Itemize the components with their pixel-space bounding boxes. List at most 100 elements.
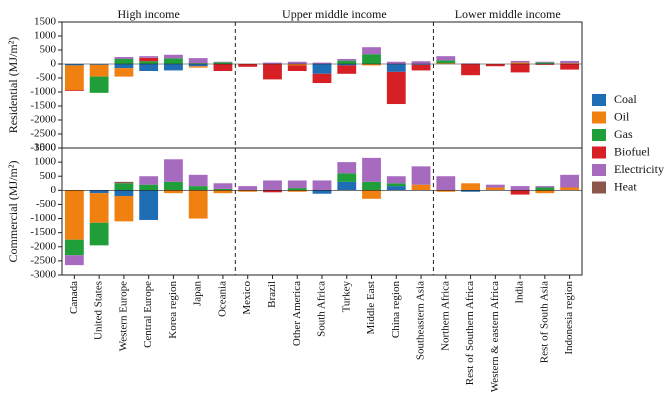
bar-segment <box>139 190 159 220</box>
bar-segment <box>238 190 258 192</box>
y-tick-label: -1000 <box>30 86 56 98</box>
bar-segment <box>164 54 183 59</box>
bar-segment <box>287 65 307 71</box>
x-tick-label: Japan <box>192 281 204 307</box>
bar-segment <box>461 64 480 76</box>
bar-segment <box>510 60 530 63</box>
bar-segment <box>213 62 233 64</box>
x-tick-label: Other America <box>291 281 303 346</box>
x-tick-label: Northern Africa <box>439 281 451 351</box>
x-tick-label: Western Europe <box>117 281 129 351</box>
bar-segment <box>386 183 406 187</box>
legend-swatch <box>592 164 606 176</box>
bar-segment <box>535 64 555 65</box>
bar-segment <box>485 64 505 67</box>
y-tick-label: -2000 <box>30 114 56 126</box>
y-axis-label: Residential (MJ/m²) <box>6 37 20 134</box>
bar-segment <box>560 63 580 64</box>
bar-segment <box>535 190 555 194</box>
bar-segment <box>213 183 233 189</box>
group-label: High income <box>118 7 180 21</box>
legend-label: Oil <box>614 109 630 123</box>
bar-segment <box>287 61 307 64</box>
bar-segment <box>139 184 159 191</box>
bar-segment <box>114 183 134 191</box>
bar-segment <box>411 64 431 65</box>
y-tick-label: -500 <box>36 72 57 84</box>
bar-segment <box>485 184 505 188</box>
bar-segment <box>114 68 134 77</box>
bar-segment <box>287 190 307 192</box>
x-tick-label: South Africa <box>316 281 328 337</box>
bar-segment <box>362 54 381 64</box>
bar-segment <box>164 64 183 71</box>
bar-segment <box>164 190 183 194</box>
bar-segment <box>89 64 109 77</box>
bar-segment <box>337 181 357 191</box>
bar-segment <box>263 190 282 193</box>
y-tick-label: -1000 <box>30 212 56 224</box>
y-tick-label: 1000 <box>34 30 57 42</box>
bar-segment <box>188 58 208 64</box>
bar-segment <box>386 61 406 64</box>
bar-segment <box>535 187 555 191</box>
bar-segment <box>461 183 480 191</box>
bar-segment <box>535 186 555 188</box>
x-tick-label: Brazil <box>266 281 278 308</box>
bar-segment <box>411 166 431 185</box>
bar-segment <box>386 71 406 105</box>
x-tick-label: Southeastern Asia <box>415 281 427 360</box>
bar-segment <box>64 65 84 91</box>
bar-segment <box>164 58 183 64</box>
x-tick-label: Central Europe <box>142 281 154 348</box>
x-tick-label: Turkey <box>340 281 352 313</box>
bar-segment <box>114 190 134 196</box>
legend-label: Electricity <box>614 162 664 176</box>
bar-segment <box>213 190 233 194</box>
bar-segment <box>188 66 208 68</box>
bar-segment <box>188 186 208 191</box>
x-tick-label: Middle East <box>365 281 377 334</box>
bar-segment <box>485 187 505 191</box>
bar-segment <box>337 58 357 61</box>
y-tick-label: 1000 <box>34 156 57 168</box>
bar-segment <box>411 64 431 71</box>
y-tick-label: -3000 <box>30 269 56 281</box>
bar-segment <box>312 180 332 191</box>
bar-segment <box>535 61 555 63</box>
legend-swatch <box>592 94 606 106</box>
bar-segment <box>188 190 208 219</box>
y-axis-label: Commercial (MJ/m²) <box>6 161 20 263</box>
x-tick-label: China region <box>390 281 402 339</box>
y-tick-label: 0 <box>51 184 57 196</box>
bar-segment <box>89 193 109 223</box>
y-tick-label: 0 <box>51 58 57 70</box>
bar-segment <box>263 64 282 80</box>
x-tick-label: Mexico <box>241 281 253 315</box>
y-tick-label: -1500 <box>30 100 56 112</box>
x-tick-label: United States <box>93 281 105 340</box>
x-tick-label: Indonesia region <box>563 281 575 355</box>
bar-segment <box>139 57 159 62</box>
bar-segment <box>188 174 208 187</box>
bar-segment <box>139 176 159 185</box>
bar-segment <box>362 181 381 191</box>
bar-segment <box>139 64 159 71</box>
bar-segment <box>64 239 84 256</box>
bar-segment <box>337 162 357 174</box>
x-tick-label: Canada <box>68 281 80 314</box>
bar-segment <box>139 61 159 64</box>
bar-segment <box>386 186 406 191</box>
bar-segment <box>436 56 456 61</box>
bar-segment <box>337 65 357 74</box>
bar-segment <box>89 76 109 93</box>
y-tick-label: -2000 <box>30 240 56 252</box>
bar-segment <box>362 47 381 55</box>
bar-segment <box>411 61 431 64</box>
bar-segment <box>461 190 480 192</box>
legend-swatch <box>592 111 606 124</box>
bar-segment <box>287 180 307 189</box>
bar-segment <box>337 64 357 66</box>
group-label: Upper middle income <box>282 7 387 21</box>
